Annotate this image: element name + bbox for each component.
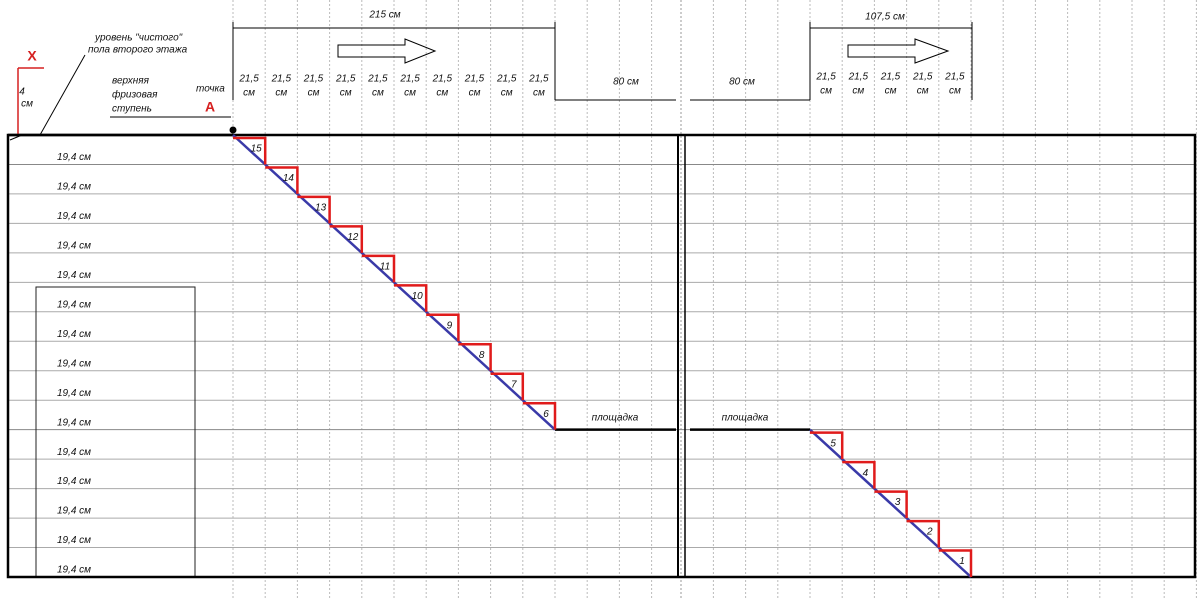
annotation: пола второго этажа [88, 45, 188, 56]
step-number: 5 [830, 438, 836, 449]
tread-label: 21,5 [912, 72, 933, 83]
tread-label: 21,5 [432, 74, 453, 85]
tread-label: см [501, 88, 513, 99]
dimension-label: 80 см [729, 77, 755, 88]
tread-label: 21,5 [944, 72, 965, 83]
dimension-label: см [21, 99, 33, 110]
dimension-label: 107,5 см [865, 12, 905, 23]
step-profile [361, 254, 396, 283]
step-profile [458, 343, 492, 371]
step-number: 11 [380, 262, 390, 273]
tread-label: 21,5 [335, 74, 356, 85]
tread-label: см [308, 88, 320, 99]
step-profile [906, 519, 941, 548]
step-profile [426, 313, 460, 342]
tread-label: см [275, 88, 287, 99]
riser-label: 19,4 см [57, 476, 91, 487]
step-number: 7 [511, 379, 517, 390]
step-profile [490, 372, 525, 401]
tread-label: 21,5 [399, 74, 420, 85]
step-number: 15 [251, 144, 263, 155]
tread-label: см [436, 88, 448, 99]
riser-label: 19,4 см [57, 417, 91, 428]
riser-label: 19,4 см [57, 358, 91, 369]
tread-label: 21,5 [464, 74, 485, 85]
step-profile [297, 195, 331, 224]
riser-label: 19,4 см [57, 241, 91, 252]
step-profile [522, 401, 557, 430]
tread-label: 21,5 [528, 74, 549, 85]
tread-label: см [885, 86, 897, 97]
tread-label: см [852, 86, 864, 97]
annotation: уровень "чистого" [94, 33, 183, 44]
step-number: 6 [543, 409, 549, 420]
x-mark: X [27, 48, 37, 64]
annotation: ступень [112, 104, 152, 115]
step-number: 8 [479, 350, 485, 361]
step-number: 12 [347, 232, 359, 243]
step-number: 2 [926, 527, 933, 538]
tread-label: см [372, 88, 384, 99]
step-number: 4 [863, 468, 869, 479]
step-profile [938, 549, 973, 577]
riser-label: 19,4 см [57, 506, 91, 517]
stairs: 19,4 см 19,4 см 19,4 см 19,4 см 19,4 см 19,4 … [8, 72, 973, 578]
tread-label: см [404, 88, 416, 99]
tread-label: 21,5 [880, 72, 901, 83]
point-name: A [205, 99, 215, 115]
step-profile [329, 225, 364, 253]
step-profile [874, 490, 908, 519]
step-profile [810, 431, 844, 460]
stair-slope [809, 428, 972, 578]
step-profile [842, 460, 876, 489]
riser-label: 19,4 см [57, 388, 91, 399]
step-number: 3 [895, 497, 901, 508]
dimension-label: 215 см [368, 10, 400, 21]
tread-label: 21,5 [271, 74, 292, 85]
dimension-label: 80 см [613, 77, 639, 88]
point-a [229, 126, 237, 134]
tread-label: см [469, 88, 481, 99]
landing-label: площадка [592, 413, 639, 424]
step-number: 9 [447, 320, 453, 331]
tread-label: 21,5 [815, 72, 836, 83]
step-profile [265, 166, 299, 194]
grid [8, 0, 1197, 599]
tread-label: 21,5 [303, 74, 324, 85]
step-number: 10 [412, 291, 424, 302]
step-number: 1 [959, 556, 965, 567]
tread-label: 21,5 [367, 74, 388, 85]
riser-label: 19,4 см [57, 447, 91, 458]
tread-label: см [917, 86, 929, 97]
riser-label: 19,4 см [57, 329, 91, 340]
step-profile [233, 136, 267, 165]
riser-label: 19,4 см [57, 270, 91, 281]
tread-label: 21,5 [496, 74, 517, 85]
tread-label: см [533, 88, 545, 99]
step-number: 14 [283, 173, 295, 184]
step-profile [394, 284, 428, 312]
riser-label: 19,4 см [57, 182, 91, 193]
tread-label: см [949, 86, 961, 97]
landing-label: площадка [722, 413, 769, 424]
tread-label: 21,5 [848, 72, 869, 83]
dimension-lines [9, 22, 973, 141]
riser-label: 19,4 см [57, 535, 91, 546]
frame [6, 133, 1197, 579]
riser-label: 19,4 см [57, 299, 91, 310]
tread-label: см [340, 88, 352, 99]
annotation: верхняя [112, 76, 150, 87]
riser-label: 19,4 см [57, 211, 91, 222]
tread-label: 21,5 [238, 74, 259, 85]
riser-label: 19,4 см [57, 152, 91, 163]
dimension-label: 4 [19, 87, 25, 98]
riser-label: 19,4 см [57, 565, 91, 576]
annotation: фризовая [112, 89, 158, 101]
annotation: точка [196, 84, 225, 95]
tread-label: см [243, 88, 255, 99]
x-marker [17, 67, 44, 135]
tread-label: см [820, 86, 832, 97]
step-number: 13 [315, 203, 327, 214]
